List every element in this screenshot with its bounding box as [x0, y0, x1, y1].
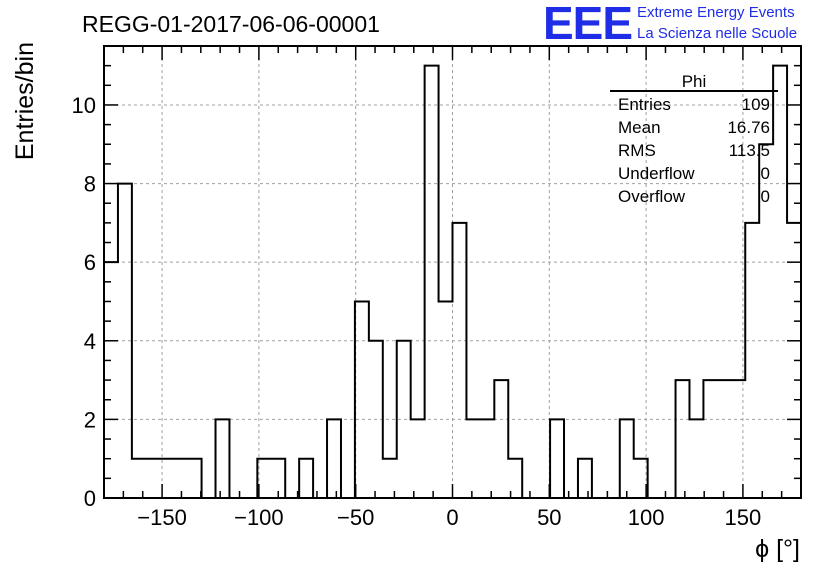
histogram-bin	[174, 459, 188, 498]
stats-box: Phi Entries 109 Mean 16.76 RMS 113.5 Und…	[610, 72, 778, 206]
histogram-bin	[620, 419, 634, 498]
histogram-bin	[466, 419, 480, 498]
stats-title: Phi	[682, 72, 707, 91]
x-tick-label: −150	[137, 505, 187, 530]
logo-line-1: Extreme Energy Events	[637, 4, 795, 21]
histogram-bin	[146, 459, 160, 498]
histogram-bin	[717, 380, 731, 498]
stats-value-mean: 16.76	[727, 118, 770, 137]
histogram-bin	[494, 380, 508, 498]
x-tick-label: 0	[446, 505, 458, 530]
stats-value-rms: 113.5	[729, 141, 770, 160]
histogram-bin	[689, 419, 703, 498]
stats-label-underflow: Underflow	[618, 164, 695, 183]
histogram-bin	[425, 66, 439, 498]
y-tick-label: 8	[84, 172, 96, 197]
y-tick-label: 4	[84, 329, 96, 354]
axes: −150 −100 −50 0 50 100 150 0 2 4 6 8 10	[72, 45, 802, 530]
histogram-series	[103, 64, 801, 499]
y-tick-label: 10	[72, 93, 96, 118]
stats-label-entries: Entries	[618, 95, 671, 114]
x-tick-label: 100	[628, 505, 665, 530]
stats-label-mean: Mean	[618, 118, 661, 137]
histogram-bin	[453, 223, 467, 498]
histogram-bin	[355, 301, 369, 498]
histogram-bin	[411, 419, 425, 498]
x-tick-label: −100	[234, 505, 284, 530]
x-tick-label: −50	[337, 505, 374, 530]
histogram-bin	[299, 459, 313, 498]
histogram-bin	[550, 419, 564, 498]
histogram-bin	[578, 459, 592, 498]
histogram-bin	[480, 419, 494, 498]
stats-value-underflow: 0	[761, 164, 770, 183]
stats-label-overflow: Overflow	[618, 187, 686, 206]
histogram-bin	[676, 380, 690, 498]
histogram-bin	[439, 301, 453, 498]
histogram-bin	[188, 459, 202, 498]
stats-value-overflow: 0	[761, 187, 770, 206]
chart-title: REGG-01-2017-06-06-00001	[82, 11, 380, 37]
histogram-bin	[132, 459, 146, 498]
histogram-bin	[216, 419, 230, 498]
logo-line-2: La Scienza nelle Scuole	[637, 25, 798, 42]
stats-value-entries: 109	[742, 95, 770, 114]
eee-logo: EEE	[543, 0, 633, 49]
histogram-bin	[773, 66, 787, 498]
y-tick-label: 2	[84, 407, 96, 432]
y-tick-label: 0	[84, 486, 96, 511]
histogram-outline	[103, 64, 801, 499]
x-axis-label: ϕ [°]	[755, 535, 800, 563]
x-tick-label: 50	[537, 505, 561, 530]
x-tick-label: 150	[725, 505, 762, 530]
y-tick-label: 6	[84, 250, 96, 275]
histogram-bin	[703, 380, 717, 498]
y-axis-label: Entries/bin	[11, 42, 39, 160]
histogram-bin	[745, 223, 759, 498]
stats-label-rms: RMS	[618, 141, 656, 160]
histogram-bin	[327, 419, 341, 498]
